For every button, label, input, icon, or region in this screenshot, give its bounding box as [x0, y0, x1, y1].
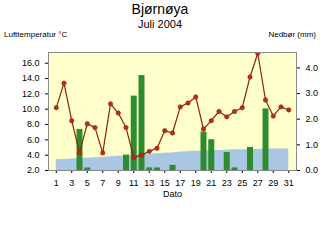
- svg-text:4.0: 4.0: [27, 150, 40, 160]
- svg-text:Dato: Dato: [163, 189, 182, 199]
- svg-text:5: 5: [85, 178, 90, 188]
- svg-text:31: 31: [284, 178, 294, 188]
- svg-text:17: 17: [175, 178, 185, 188]
- svg-text:10.0: 10.0: [22, 104, 40, 114]
- html-text:Lufttemperatur °C: Lufttemperatur °C: [4, 30, 68, 39]
- html-text:Bjørnøya: Bjørnøya: [131, 1, 189, 17]
- svg-text:16.0: 16.0: [22, 58, 40, 68]
- svg-text:7: 7: [100, 178, 105, 188]
- svg-text:9: 9: [116, 178, 121, 188]
- svg-text:4.0: 4.0: [306, 63, 319, 73]
- svg-text:1: 1: [54, 178, 59, 188]
- svg-text:13: 13: [144, 178, 154, 188]
- html-text:Nedbør (mm): Nedbør (mm): [268, 30, 316, 39]
- svg-text:3: 3: [69, 178, 74, 188]
- svg-text:29: 29: [268, 178, 278, 188]
- svg-text:27: 27: [253, 178, 263, 188]
- svg-text:12.0: 12.0: [22, 89, 40, 99]
- svg-text:21: 21: [206, 178, 216, 188]
- svg-text:3.0: 3.0: [306, 88, 319, 98]
- svg-text:11: 11: [129, 178, 138, 188]
- svg-text:6.0: 6.0: [27, 135, 40, 145]
- svg-text:25: 25: [237, 178, 247, 188]
- svg-text:2.0: 2.0: [27, 165, 40, 175]
- svg-text:8.0: 8.0: [27, 119, 40, 129]
- svg-text:15: 15: [160, 178, 170, 188]
- svg-text:1.0: 1.0: [306, 140, 319, 150]
- html-text:Juli 2004: Juli 2004: [138, 18, 182, 30]
- svg-text:2.0: 2.0: [306, 114, 319, 124]
- svg-text:23: 23: [222, 178, 232, 188]
- svg-text:0.0: 0.0: [306, 165, 319, 175]
- svg-text:14.0: 14.0: [22, 73, 40, 83]
- svg-text:19: 19: [191, 178, 201, 188]
